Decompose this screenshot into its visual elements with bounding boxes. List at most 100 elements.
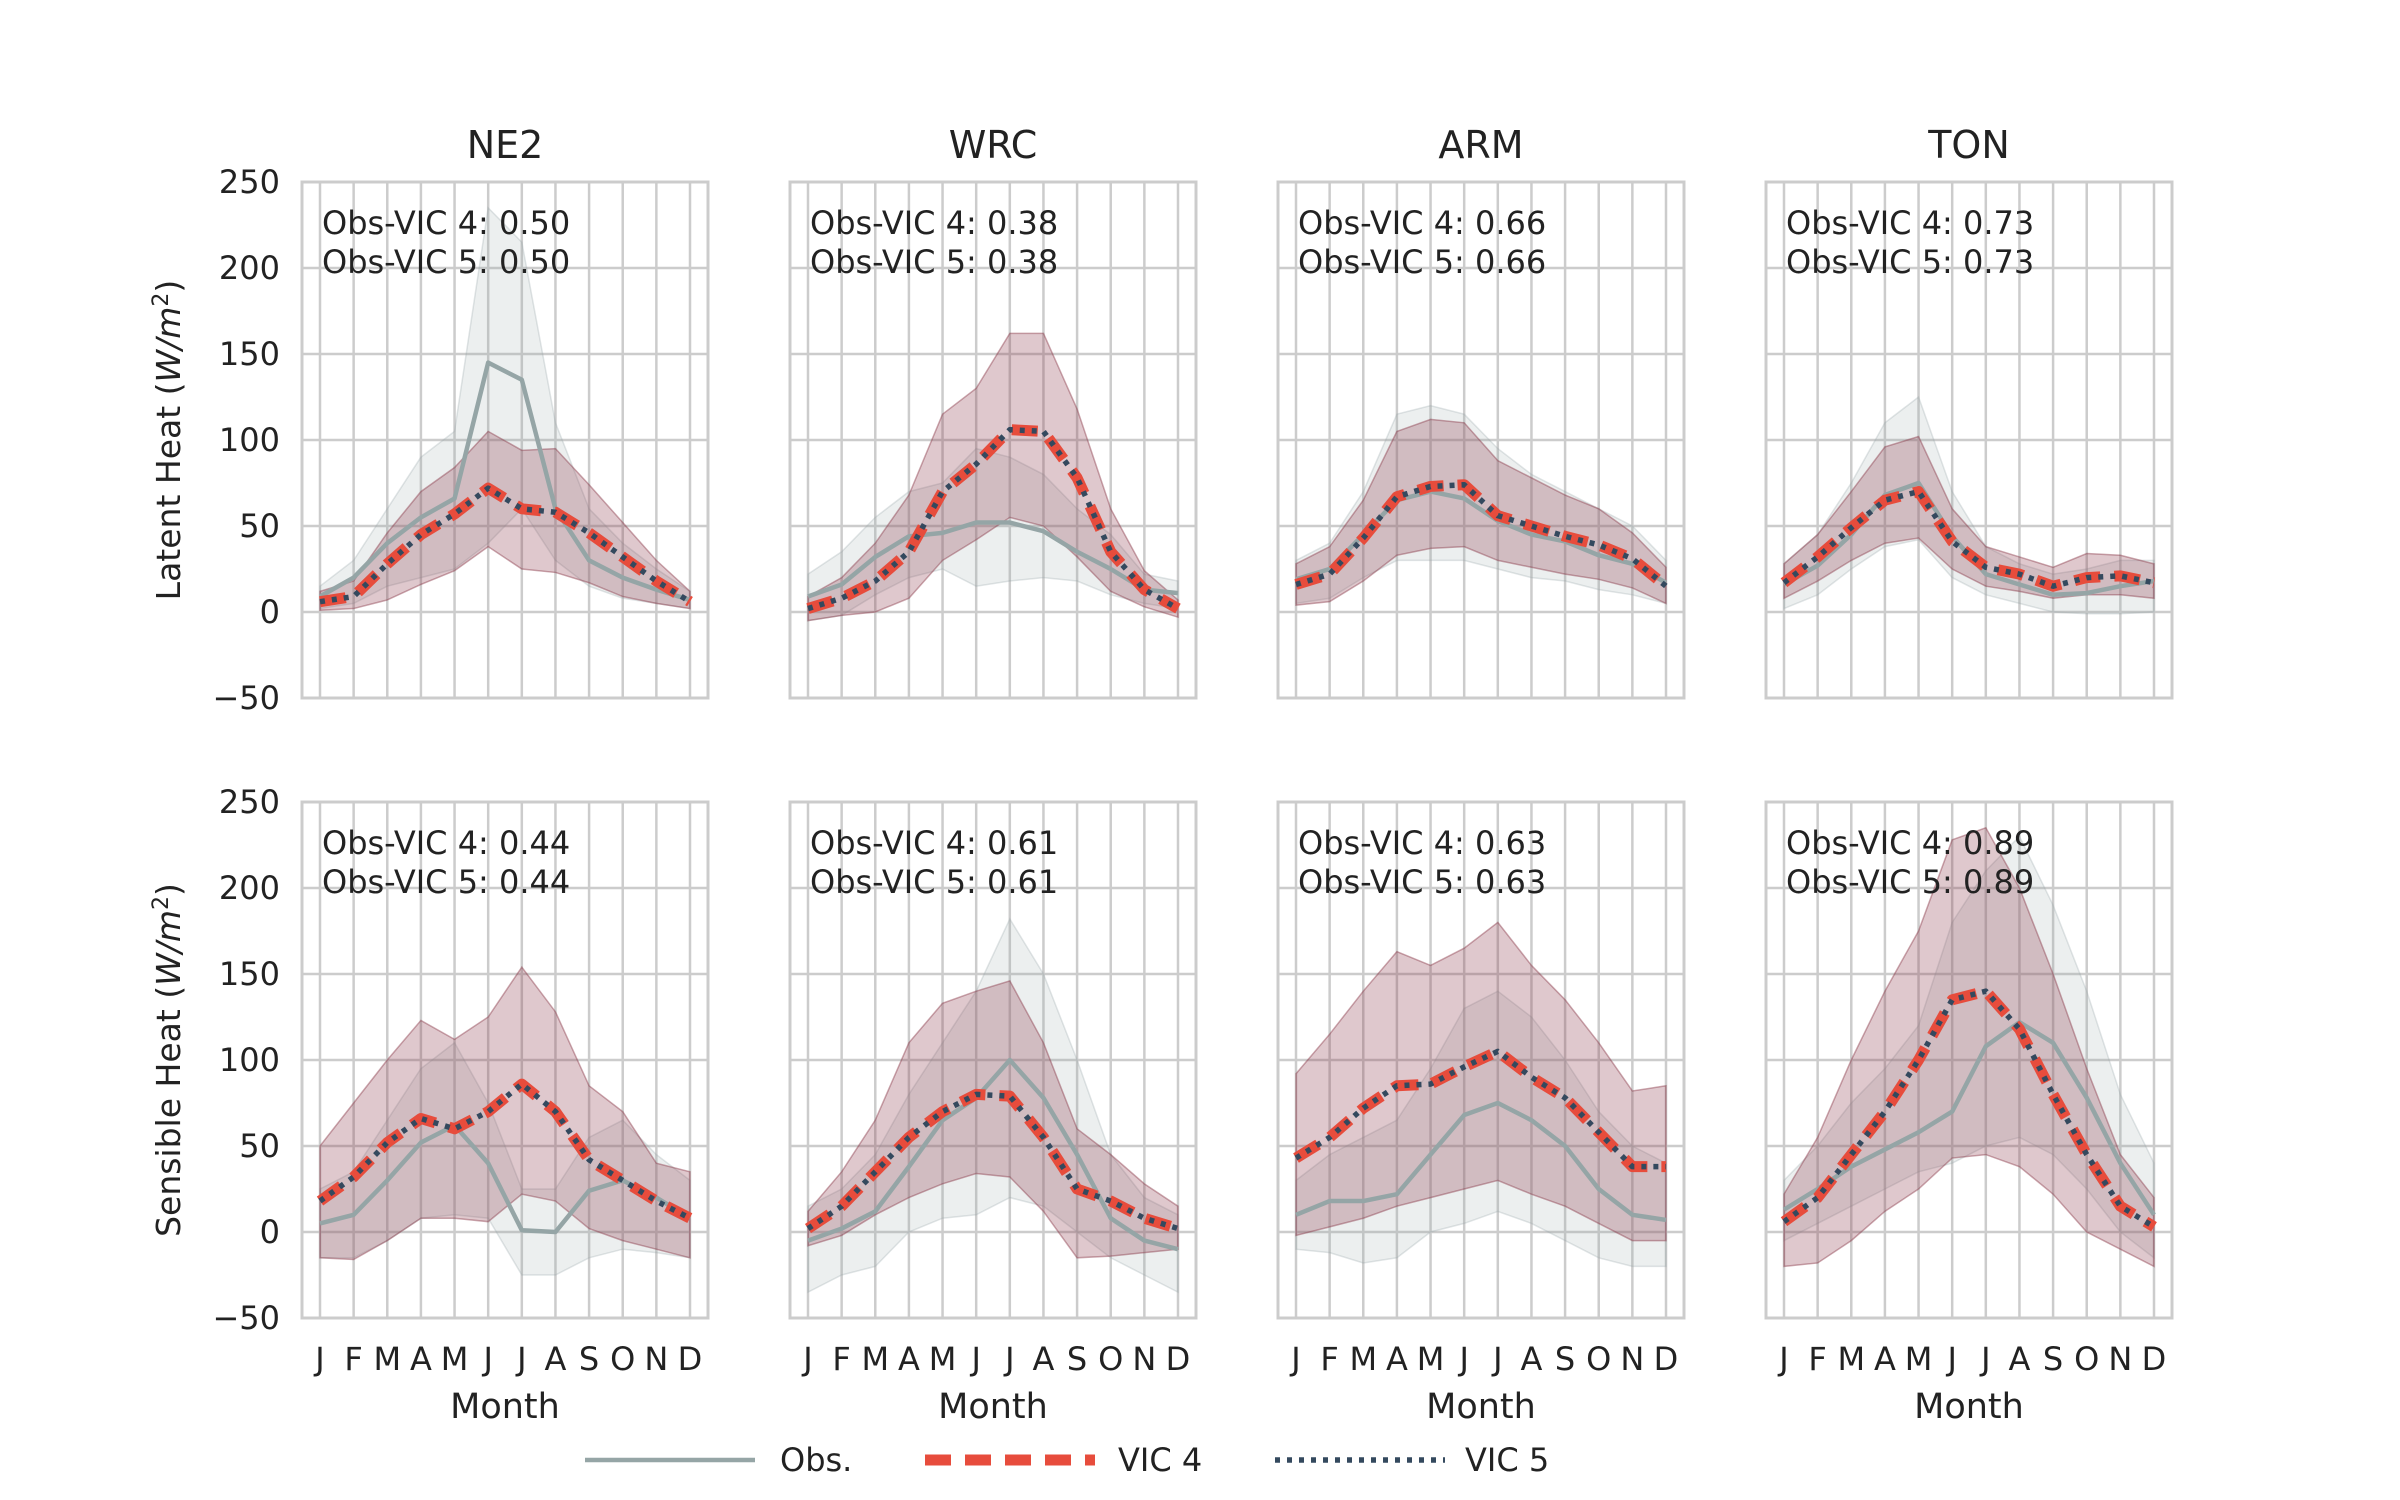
panel-title: TON bbox=[1927, 123, 2010, 167]
y-axis-label: Latent Heat (W/m2) bbox=[149, 280, 189, 601]
obs-uncertainty-band bbox=[319, 1041, 691, 1276]
obs-uncertainty-band bbox=[319, 206, 691, 610]
panel-frame bbox=[1764, 180, 2174, 700]
legend-label-vic5: VIC 5 bbox=[1465, 1441, 1549, 1479]
series-line-obs bbox=[807, 1057, 1179, 1252]
y-tick-label: 150 bbox=[219, 955, 280, 993]
y-tick-label: 50 bbox=[239, 507, 280, 545]
vic-uncertainty-band bbox=[1783, 435, 2155, 600]
panel-frame bbox=[1276, 180, 1686, 700]
y-tick-label: 250 bbox=[219, 163, 280, 201]
x-tick-label: J bbox=[1003, 1340, 1014, 1378]
panel-annotation: Obs-VIC 4: 0.66 bbox=[1298, 204, 1546, 242]
series-line-obs bbox=[1295, 489, 1668, 585]
panel-frame bbox=[788, 800, 1198, 1320]
x-tick-label: S bbox=[1067, 1340, 1087, 1378]
panel-frame bbox=[300, 800, 710, 1320]
y-axis-label-close: ) bbox=[149, 883, 188, 896]
series-line-vic5 bbox=[1782, 988, 2156, 1230]
x-tick-label: J bbox=[515, 1340, 526, 1378]
x-tick-label: D bbox=[2142, 1340, 2167, 1378]
x-tick-label: S bbox=[1555, 1340, 1575, 1378]
vic-uncertainty-band bbox=[807, 332, 1179, 622]
series-line-obs bbox=[319, 1123, 692, 1235]
x-tick-label: D bbox=[1654, 1340, 1679, 1378]
panel-annotation: Obs-VIC 5: 0.50 bbox=[322, 243, 570, 281]
x-tick-label: O bbox=[1586, 1340, 1611, 1378]
x-tick-label: S bbox=[2043, 1340, 2063, 1378]
panel-frame bbox=[1276, 800, 1686, 1320]
obs-uncertainty-band bbox=[1295, 404, 1667, 605]
x-axis-label: Month bbox=[1914, 1387, 2024, 1427]
series-line-vic5 bbox=[319, 485, 692, 605]
legend-label-obs: Obs. bbox=[780, 1441, 852, 1479]
vic-uncertainty-band bbox=[1295, 921, 1667, 1242]
x-tick-label: A bbox=[2009, 1340, 2031, 1378]
x-tick-label: M bbox=[1349, 1340, 1377, 1378]
legend-label-vic4: VIC 4 bbox=[1118, 1441, 1202, 1479]
x-tick-label: F bbox=[832, 1340, 850, 1378]
x-tick-label: J bbox=[1457, 1340, 1468, 1378]
panel-annotation: Obs-VIC 4: 0.50 bbox=[322, 204, 570, 242]
x-tick-label: M bbox=[861, 1340, 889, 1378]
y-tick-label: −50 bbox=[212, 679, 280, 717]
x-tick-label: J bbox=[969, 1340, 980, 1378]
panel-annotation: Obs-VIC 4: 0.44 bbox=[322, 824, 570, 862]
series-line-vic4 bbox=[316, 1078, 693, 1224]
x-tick-label: J bbox=[1289, 1340, 1300, 1378]
series-line-vic5 bbox=[807, 426, 1180, 612]
x-tick-label: N bbox=[1132, 1340, 1156, 1378]
series-line-vic4 bbox=[804, 1088, 1180, 1234]
panel-annotation: Obs-VIC 5: 0.63 bbox=[1298, 863, 1546, 901]
y-axis-label-unit: W/m bbox=[149, 307, 188, 383]
x-tick-label: M bbox=[1837, 1340, 1865, 1378]
series-line-obs bbox=[807, 520, 1179, 599]
x-tick-label: A bbox=[1033, 1340, 1055, 1378]
x-tick-label: M bbox=[441, 1340, 469, 1378]
panel-frame bbox=[300, 180, 710, 700]
x-tick-label: J bbox=[801, 1340, 812, 1378]
panel-frame bbox=[1764, 800, 2174, 1320]
series-line-obs bbox=[1295, 1100, 1667, 1223]
y-axis-label-close: ) bbox=[149, 280, 188, 293]
y-axis-label-text: Sensible Heat ( bbox=[149, 986, 188, 1237]
x-tick-label: M bbox=[929, 1340, 957, 1378]
x-tick-label: M bbox=[1905, 1340, 1933, 1378]
x-tick-label: A bbox=[1521, 1340, 1543, 1378]
panel-annotation: Obs-VIC 4: 0.89 bbox=[1786, 824, 2034, 862]
y-tick-label: −50 bbox=[212, 1299, 280, 1337]
x-axis-label: Month bbox=[450, 1387, 560, 1427]
x-tick-label: F bbox=[344, 1340, 362, 1378]
series-line-vic4 bbox=[1293, 1045, 1666, 1173]
vic-uncertainty-band bbox=[1783, 826, 2155, 1268]
x-tick-label: A bbox=[410, 1340, 432, 1378]
panel-annotation: Obs-VIC 5: 0.89 bbox=[1786, 863, 2034, 901]
x-tick-label: N bbox=[1620, 1340, 1644, 1378]
x-axis-label: Month bbox=[938, 1387, 1048, 1427]
panel-annotation: Obs-VIC 4: 0.63 bbox=[1298, 824, 1546, 862]
x-tick-label: M bbox=[373, 1340, 401, 1378]
x-tick-label: J bbox=[481, 1340, 492, 1378]
y-tick-label: 200 bbox=[219, 869, 280, 907]
x-tick-label: D bbox=[678, 1340, 703, 1378]
y-tick-label: 100 bbox=[219, 421, 280, 459]
y-tick-label: 150 bbox=[219, 335, 280, 373]
panel-annotation: Obs-VIC 5: 0.61 bbox=[810, 863, 1058, 901]
panel-annotation: Obs-VIC 4: 0.73 bbox=[1786, 204, 2034, 242]
y-axis-label: Sensible Heat (W/m2) bbox=[149, 883, 189, 1237]
panel-annotation: Obs-VIC 5: 0.44 bbox=[322, 863, 570, 901]
x-tick-label: N bbox=[2108, 1340, 2132, 1378]
obs-uncertainty-band bbox=[1783, 395, 2155, 615]
y-axis-label-sup: 2 bbox=[149, 293, 174, 307]
x-tick-label: N bbox=[644, 1340, 668, 1378]
y-tick-label: 0 bbox=[260, 593, 280, 631]
x-tick-label: J bbox=[313, 1340, 324, 1378]
x-tick-label: J bbox=[1979, 1340, 1990, 1378]
panel-title: ARM bbox=[1438, 123, 1523, 167]
